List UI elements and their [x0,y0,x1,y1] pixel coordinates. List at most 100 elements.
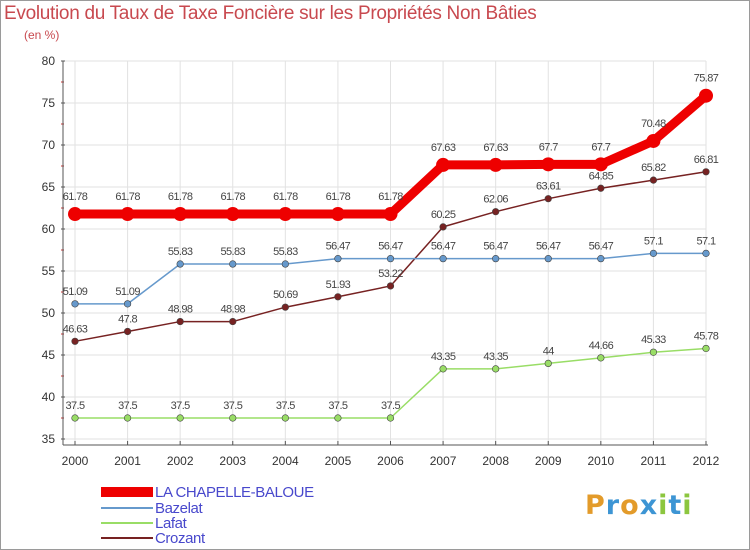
chart-grid [63,60,707,445]
data-label: 45.33 [641,334,666,346]
logo-letter: i [682,490,693,521]
data-point [176,414,184,422]
data-point [646,133,661,148]
data-label: 55.83 [168,246,193,258]
data-point [71,414,79,422]
data-point [123,300,132,308]
data-label: 46.63 [63,323,88,335]
x-tick-label: 2002 [167,454,194,468]
data-point [492,255,500,263]
data-label: 45.78 [694,330,719,342]
data-label: 56.47 [431,241,456,253]
data-point [488,157,503,172]
data-label: 70.48 [641,118,666,130]
data-point [229,317,237,326]
y-tick-label: 60 [42,222,56,236]
data-label: 47.8 [118,313,137,325]
data-label: 56.47 [378,241,403,253]
y-tick-label: 55 [42,264,56,278]
data-label: 37.5 [171,400,190,412]
data-point [281,260,289,268]
data-point [281,414,289,422]
data-point [541,157,556,172]
data-label: 43.35 [431,351,456,363]
logo-letter: o [620,490,640,521]
data-label: 67.63 [483,142,508,154]
data-label: 51.09 [63,286,88,298]
data-point [702,344,710,353]
legend-label: Bazelat [155,500,203,517]
x-tick-label: 2009 [535,454,562,468]
data-point [544,255,552,263]
data-label: 65.82 [641,162,666,174]
data-label: 64.85 [589,170,614,182]
y-tick-label: 40 [42,390,56,404]
logo-letter: r [605,490,621,521]
data-point [492,365,500,373]
series-lafat [71,344,710,422]
x-tick-label: 2001 [114,454,141,468]
x-tick-label: 2005 [325,454,352,468]
data-label: 61.78 [220,191,245,203]
data-point [173,207,188,222]
data-point [334,414,342,422]
data-label: 56.47 [589,241,614,253]
data-label: 48.98 [220,304,245,316]
series-layer [68,88,713,422]
data-point [334,255,342,263]
data-point [597,255,605,263]
data-label: 51.09 [115,286,140,298]
data-point [281,303,289,311]
data-point [229,260,237,268]
data-point [123,414,132,422]
data-point [123,327,132,336]
data-point [225,207,240,222]
y-axis-unit: (en %) [24,28,60,42]
data-point [386,282,395,290]
data-label: 55.83 [220,246,245,258]
data-point [699,88,713,103]
data-point [544,195,552,203]
data-label: 37.5 [381,400,400,412]
data-point [439,255,447,263]
data-label: 37.5 [276,400,295,412]
data-point [383,207,398,222]
data-label: 67.7 [539,141,558,153]
data-label: 44 [543,345,555,357]
data-point [120,207,135,222]
data-label: 61.78 [168,191,193,203]
data-point [492,208,500,216]
data-point [649,249,658,257]
data-point [597,184,605,192]
data-point [71,300,79,308]
data-point [229,414,237,422]
data-label: 53.22 [378,268,403,280]
data-label: 56.47 [536,241,561,253]
data-point [439,365,447,373]
legend-label: Crozant [155,530,206,547]
data-label: 75.87 [694,73,719,85]
data-label: 57.1 [644,235,663,247]
data-label: 60.25 [431,209,456,221]
data-label: 61.78 [63,191,88,203]
series-bazelat [71,249,710,308]
data-point [386,255,395,263]
x-tick-label: 2004 [272,454,299,468]
logo-letter: i [658,490,669,521]
data-label: 51.93 [326,279,351,291]
data-point [544,359,552,368]
data-label: 50.69 [273,289,298,301]
x-tick-label: 2003 [219,454,246,468]
data-label: 56.47 [326,241,351,253]
data-label: 48.98 [168,304,193,316]
data-label: 66.81 [694,154,719,166]
data-point [71,337,79,345]
data-point [176,260,184,268]
data-label: 61.78 [378,191,403,203]
data-point [649,348,658,356]
data-labels-layer: 46.63 47.8 48.98 48.98 50.69 51.93 53.22 60.25 6… [63,73,720,412]
data-point [278,207,293,222]
y-tick-label: 75 [42,96,56,110]
